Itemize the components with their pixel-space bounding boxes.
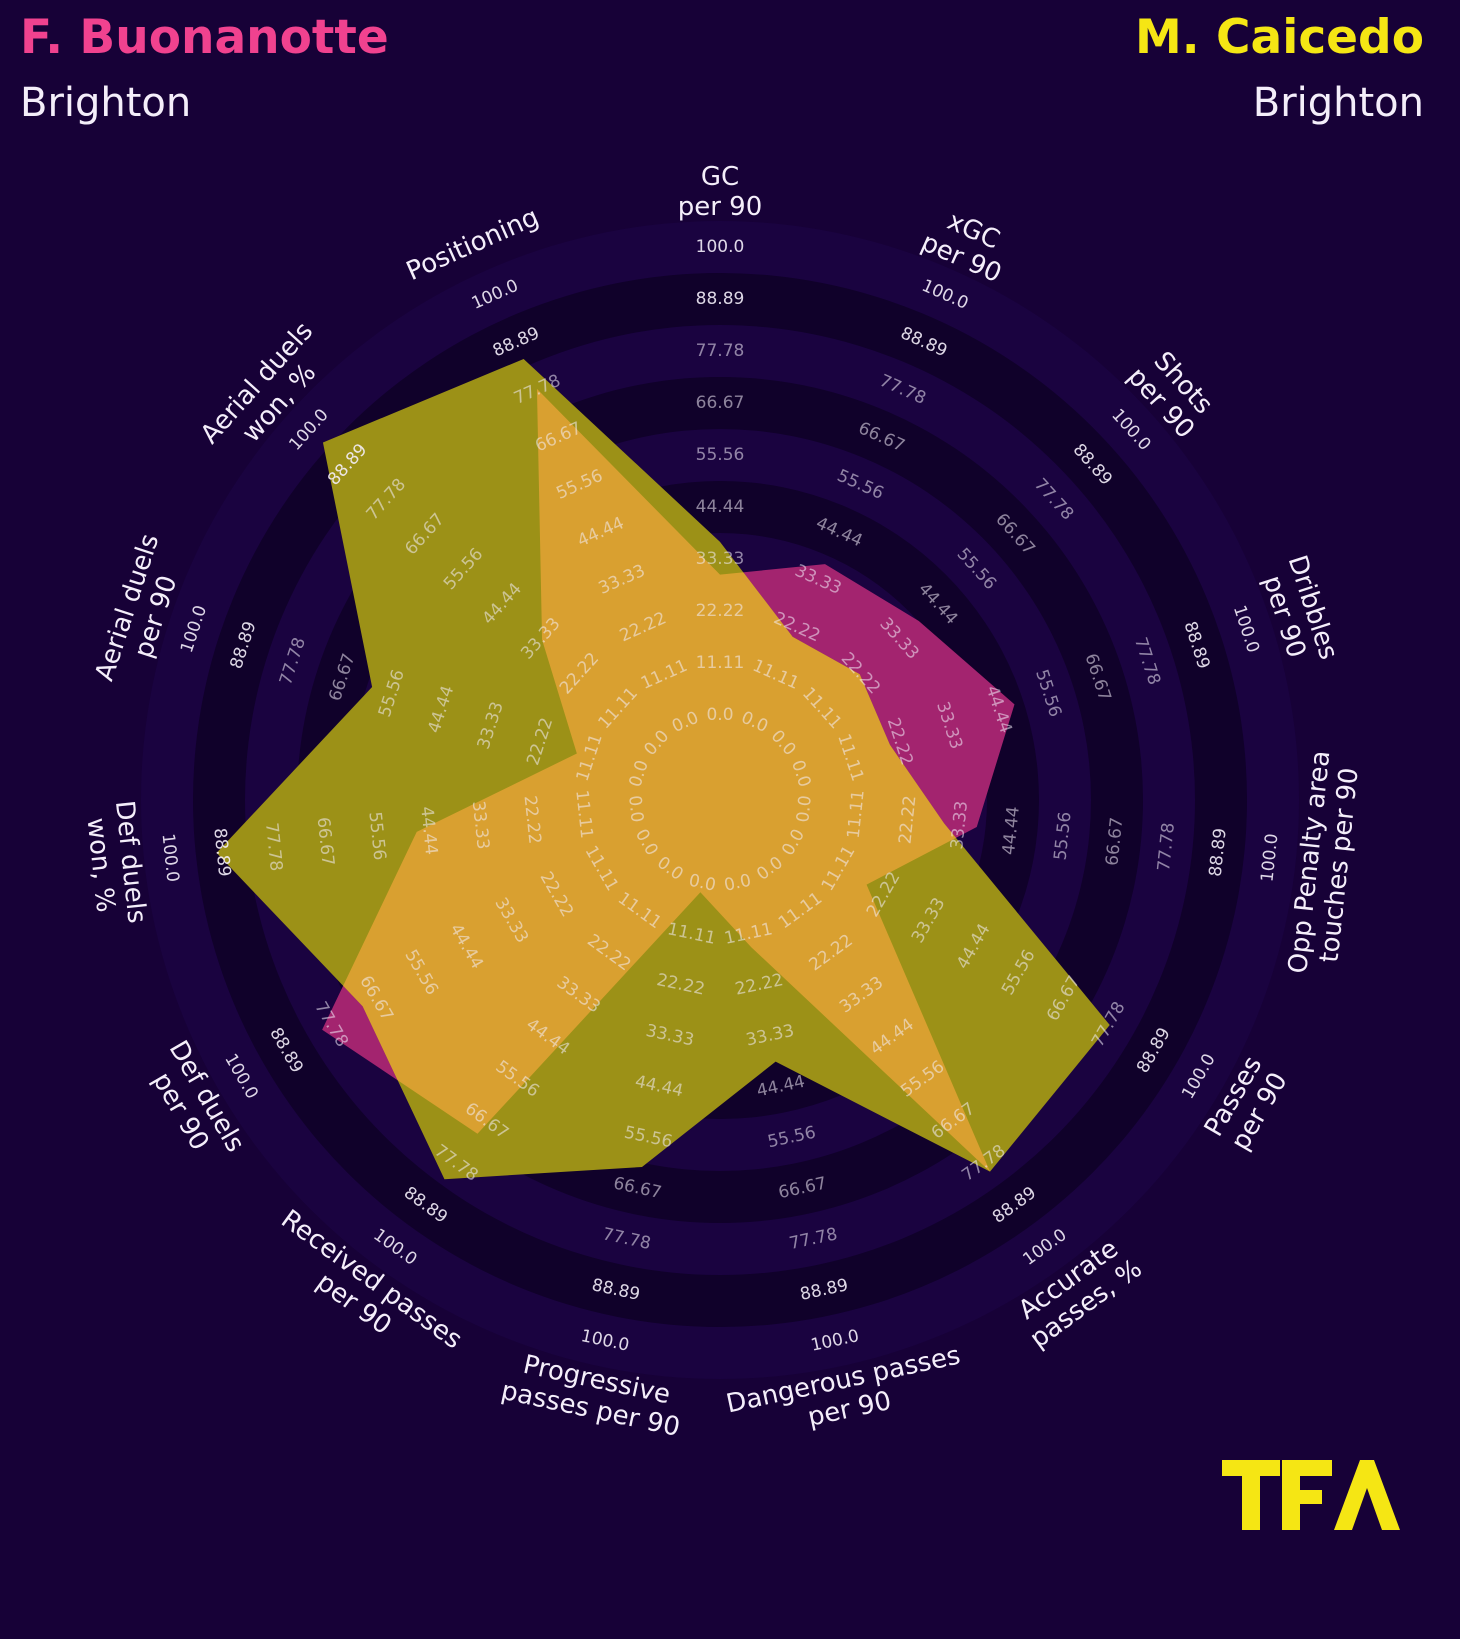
ring-value-label: 11.11 [696, 653, 745, 673]
axis-label: GC per 90 [678, 162, 763, 222]
player1-team: Brighton [20, 80, 192, 126]
ring-value-label: 44.44 [696, 497, 745, 517]
tfa-logo [1222, 1460, 1400, 1530]
radar-polygons [216, 358, 1110, 1180]
player2-team: Brighton [1252, 80, 1424, 126]
ring-value-label: 100.0 [696, 237, 745, 257]
ring-value-label: 0.0 [793, 794, 816, 823]
ring-value-label: 33.33 [696, 549, 745, 569]
ring-value-label: 55.56 [696, 445, 745, 465]
ring-value-label: 0.0 [624, 794, 647, 823]
ring-value-label: 0.0 [706, 705, 733, 725]
ring-value-label: 22.22 [696, 601, 745, 621]
player2-name: M. Caicedo [1135, 10, 1424, 65]
ring-value-label: 77.78 [696, 341, 745, 361]
axis-label: Def duelswon, % [79, 799, 152, 928]
player1-name: F. Buonanotte [20, 10, 389, 65]
ring-value-label: 66.67 [696, 393, 745, 413]
tfa-logo-icon [1222, 1460, 1400, 1530]
ring-value-label: 88.89 [696, 289, 745, 309]
